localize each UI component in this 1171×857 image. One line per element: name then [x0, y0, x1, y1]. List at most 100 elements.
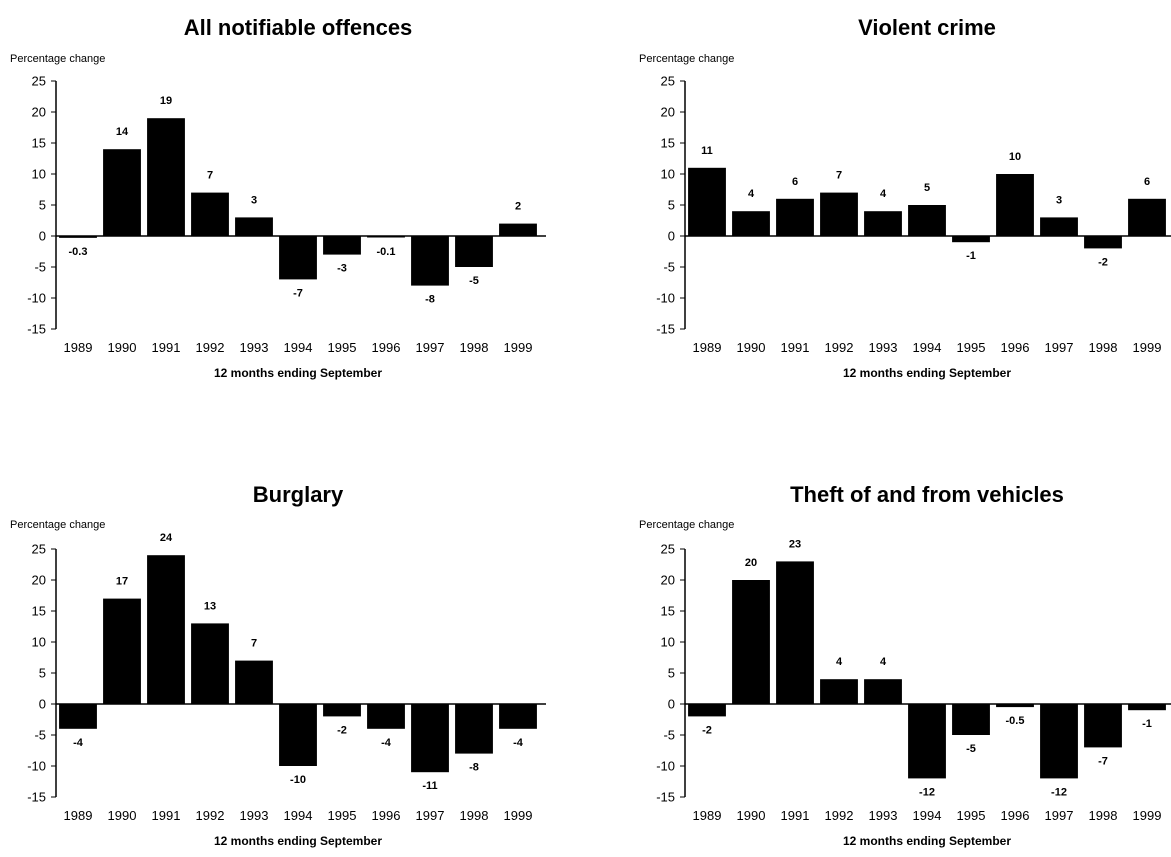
bar — [996, 704, 1034, 708]
data-label: 4 — [880, 656, 887, 668]
data-label: -0.5 — [1006, 715, 1025, 727]
chart-svg: Theft of and from vehicles Percentage cha… — [639, 482, 1171, 848]
y-tick-label: 25 — [32, 542, 46, 557]
bar — [688, 167, 726, 236]
chart-panel-all-offences: All notifiable offences Percentage change… — [0, 0, 585, 400]
x-tick-label: 1993 — [240, 808, 269, 823]
bar — [776, 561, 814, 704]
data-label: -0.3 — [69, 246, 88, 258]
x-tick-label: 1993 — [240, 340, 269, 355]
y-tick-label: -15 — [27, 322, 46, 337]
bar — [996, 174, 1034, 236]
bar — [411, 704, 449, 773]
x-tick-label: 1991 — [152, 340, 181, 355]
y-axis-label: Percentage change — [639, 53, 734, 65]
bar — [191, 623, 229, 704]
bar — [323, 704, 361, 717]
data-label: -8 — [425, 294, 435, 306]
y-tick-label: 10 — [32, 635, 46, 650]
chart-panel-vehicle-theft: Theft of and from vehicles Percentage cha… — [585, 468, 1171, 857]
y-tick-label: 0 — [668, 697, 675, 712]
x-tick-label: 1999 — [1133, 340, 1162, 355]
data-label: 4 — [880, 188, 887, 200]
x-tick-label: 1992 — [196, 808, 225, 823]
y-tick-label: 20 — [32, 573, 46, 588]
bar — [732, 211, 770, 236]
data-label: -5 — [469, 275, 479, 287]
bar — [820, 679, 858, 704]
y-tick-label: 0 — [39, 697, 46, 712]
bar — [235, 660, 273, 704]
x-tick-label: 1995 — [957, 808, 986, 823]
y-tick-label: -15 — [656, 322, 675, 337]
bar — [732, 580, 770, 704]
x-tick-label: 1991 — [152, 808, 181, 823]
x-axis-label: 12 months ending September — [843, 834, 1011, 848]
chart-title: Burglary — [253, 482, 344, 507]
bar — [1128, 704, 1166, 711]
data-label: -7 — [1098, 755, 1108, 767]
y-tick-label: -5 — [34, 260, 46, 275]
x-tick-label: 1990 — [737, 808, 766, 823]
x-tick-label: 1998 — [460, 808, 489, 823]
y-tick-label: 0 — [39, 229, 46, 244]
y-tick-label: 15 — [32, 604, 46, 619]
data-label: 5 — [924, 182, 930, 194]
bar — [820, 192, 858, 236]
data-label: 24 — [160, 532, 173, 544]
x-tick-label: 1992 — [825, 340, 854, 355]
x-tick-label: 1990 — [108, 808, 137, 823]
x-tick-label: 1995 — [328, 808, 357, 823]
data-label: -10 — [290, 774, 306, 786]
y-tick-label: -5 — [34, 728, 46, 743]
bar — [499, 704, 537, 729]
data-label: 19 — [160, 95, 172, 107]
y-tick-label: 5 — [668, 198, 675, 213]
x-tick-label: 1996 — [372, 340, 401, 355]
y-tick-label: 10 — [661, 635, 675, 650]
x-axis-label: 12 months ending September — [214, 366, 382, 380]
y-axis-label: Percentage change — [10, 53, 105, 65]
x-tick-label: 1995 — [957, 340, 986, 355]
data-label: 11 — [701, 145, 713, 157]
y-tick-label: 10 — [32, 167, 46, 182]
x-tick-label: 1993 — [869, 808, 898, 823]
data-label: 7 — [836, 170, 842, 182]
x-tick-label: 1997 — [416, 340, 445, 355]
data-label: 17 — [116, 576, 128, 588]
x-tick-label: 1991 — [781, 808, 810, 823]
data-label: -8 — [469, 762, 479, 774]
data-label: 2 — [515, 201, 521, 213]
data-label: 13 — [204, 600, 216, 612]
bar — [952, 236, 990, 243]
chart-svg: All notifiable offences Percentage change… — [10, 15, 546, 380]
data-label: -4 — [513, 737, 524, 749]
data-label: 7 — [251, 638, 257, 650]
bar — [279, 236, 317, 280]
bar — [279, 704, 317, 766]
data-label: -5 — [966, 743, 976, 755]
bar — [1084, 236, 1122, 249]
bar — [323, 236, 361, 255]
bar — [411, 236, 449, 286]
bar — [147, 118, 185, 236]
y-tick-label: -10 — [656, 759, 675, 774]
x-tick-label: 1994 — [284, 808, 313, 823]
bar — [908, 205, 946, 236]
x-tick-label: 1996 — [372, 808, 401, 823]
x-tick-label: 1994 — [913, 808, 942, 823]
data-label: -12 — [1051, 786, 1067, 798]
chart-panel-burglary: Burglary Percentage change 25 20 15 10 5 0 -5 -10… — [0, 468, 585, 857]
data-label: 20 — [745, 557, 757, 569]
chart-title: All notifiable offences — [184, 15, 413, 40]
data-label: 3 — [1056, 194, 1062, 206]
chart-svg: Violent crime Percentage change 25 20 15 10 5 0… — [639, 15, 1171, 380]
data-label: -4 — [381, 737, 392, 749]
y-tick-label: -5 — [663, 728, 675, 743]
bar — [864, 679, 902, 704]
data-label: -1 — [966, 250, 976, 262]
data-label: 3 — [251, 194, 257, 206]
x-tick-label: 1989 — [64, 808, 93, 823]
y-tick-label: -10 — [656, 291, 675, 306]
bar — [59, 704, 97, 729]
